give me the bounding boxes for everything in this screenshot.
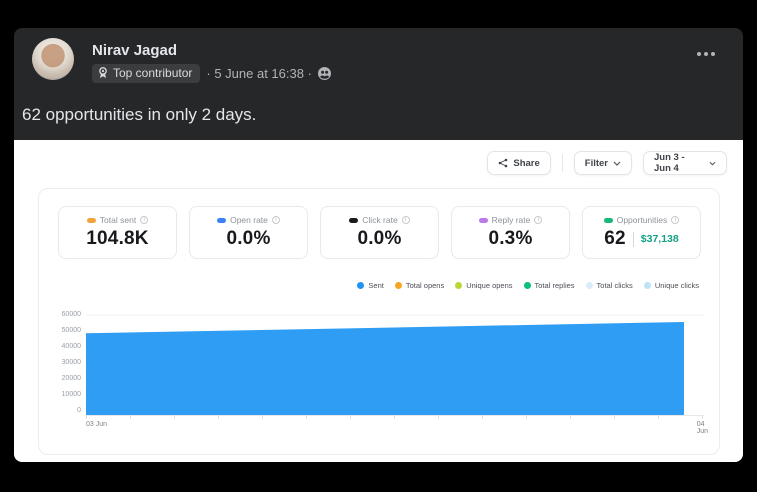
opportunities-amount: $37,138 — [640, 233, 679, 245]
legend-item-unique-opens[interactable]: Unique opens — [455, 281, 513, 290]
post-timestamp[interactable]: · 5 June at 16:38 · — [206, 66, 312, 81]
x-label-start: 03 Jun — [86, 421, 108, 428]
legend-item-total-opens[interactable]: Total opens — [394, 281, 444, 290]
stat-card-click-rate: Click rate i 0.0% — [320, 206, 439, 259]
metric-dot — [349, 217, 359, 223]
metric-dot — [86, 217, 96, 223]
stat-card-reply-rate: Reply rate i 0.3% — [451, 206, 570, 259]
stat-label: Opportunities — [616, 215, 668, 225]
info-icon[interactable]: i — [271, 216, 280, 224]
x-axis — [86, 415, 704, 419]
legend-item-total-replies[interactable]: Total replies — [523, 281, 575, 290]
sent-area-series — [86, 322, 684, 415]
x-axis-labels: 03 Jun 04 Jun — [86, 421, 708, 435]
legend-dot — [394, 282, 402, 289]
x-label-end: 04 Jun — [696, 421, 708, 435]
friends-privacy-icon — [317, 67, 331, 80]
filter-button[interactable]: Filter — [573, 151, 632, 175]
info-icon[interactable]: i — [671, 216, 680, 224]
metric-dot — [478, 217, 488, 223]
facebook-post-card: Nirav Jagad Top contributor · 5 June at … — [14, 28, 743, 462]
filter-label: Filter — [584, 157, 608, 169]
analytics-dashboard: Share Filter Jun 3 - Jun 4 — [14, 140, 743, 462]
chevron-down-icon — [613, 161, 621, 166]
chart-legend: Sent Total opens Unique opens Total repl… — [357, 281, 699, 290]
post-header: Nirav Jagad Top contributor · 5 June at … — [14, 28, 743, 96]
dot-icon — [697, 52, 701, 56]
medal-icon — [99, 67, 107, 78]
share-icon — [499, 158, 508, 168]
legend-item-total-clicks[interactable]: Total clicks — [585, 281, 633, 290]
more-options-button[interactable] — [697, 52, 715, 56]
stat-value: 0.0% — [226, 228, 271, 249]
stat-card-open-rate: Open rate i 0.0% — [189, 206, 308, 259]
post-text: 62 opportunities in only 2 days. — [22, 105, 257, 124]
share-button[interactable]: Share — [487, 151, 551, 175]
stat-label: Total sent — [99, 215, 137, 225]
dot-icon — [704, 52, 708, 56]
legend-dot — [455, 282, 463, 289]
stat-value: 0.0% — [357, 228, 402, 249]
stat-card-opportunities: Opportunities i 62 $37,138 — [582, 206, 701, 259]
chevron-down-icon — [709, 161, 716, 166]
legend-item-unique-clicks[interactable]: Unique clicks — [643, 281, 699, 290]
info-icon[interactable]: i — [534, 216, 543, 224]
info-icon[interactable]: i — [140, 216, 149, 224]
stat-label: Open rate — [230, 215, 268, 225]
stat-label: Click rate — [362, 215, 398, 225]
legend-item-sent[interactable]: Sent — [357, 281, 384, 290]
dashboard-toolbar: Share Filter Jun 3 - Jun 4 — [487, 151, 727, 175]
stat-cards-row: Total sent i 104.8K Open rate i 0.0% — [58, 206, 701, 259]
legend-dot — [585, 282, 593, 289]
author-name[interactable]: Nirav Jagad — [92, 42, 178, 59]
top-contributor-badge: Top contributor — [92, 64, 201, 83]
share-label: Share — [513, 157, 540, 169]
area-chart-svg — [86, 314, 704, 416]
metrics-panel: Total sent i 104.8K Open rate i 0.0% — [38, 188, 720, 455]
metric-dot — [217, 217, 227, 223]
legend-dot — [357, 282, 365, 289]
badge-label: Top contributor — [113, 66, 193, 80]
y-axis-labels: 60000 50000 40000 30000 20000 10000 0 — [61, 311, 81, 414]
dot-icon — [711, 52, 715, 56]
legend-dot — [523, 282, 531, 289]
stat-card-total-sent: Total sent i 104.8K — [58, 206, 177, 259]
avatar[interactable] — [32, 38, 74, 80]
date-range-button[interactable]: Jun 3 - Jun 4 — [643, 151, 727, 175]
stat-value: 62 — [604, 228, 626, 249]
stat-label: Reply rate — [491, 215, 531, 225]
metric-dot — [603, 217, 613, 223]
stat-value: 0.3% — [488, 228, 533, 249]
legend-dot — [643, 282, 651, 289]
toolbar-divider — [561, 154, 563, 172]
stat-value: 104.8K — [86, 228, 149, 249]
value-divider — [632, 231, 634, 247]
date-range-label: Jun 3 - Jun 4 — [654, 152, 685, 174]
info-icon[interactable]: i — [401, 216, 410, 224]
